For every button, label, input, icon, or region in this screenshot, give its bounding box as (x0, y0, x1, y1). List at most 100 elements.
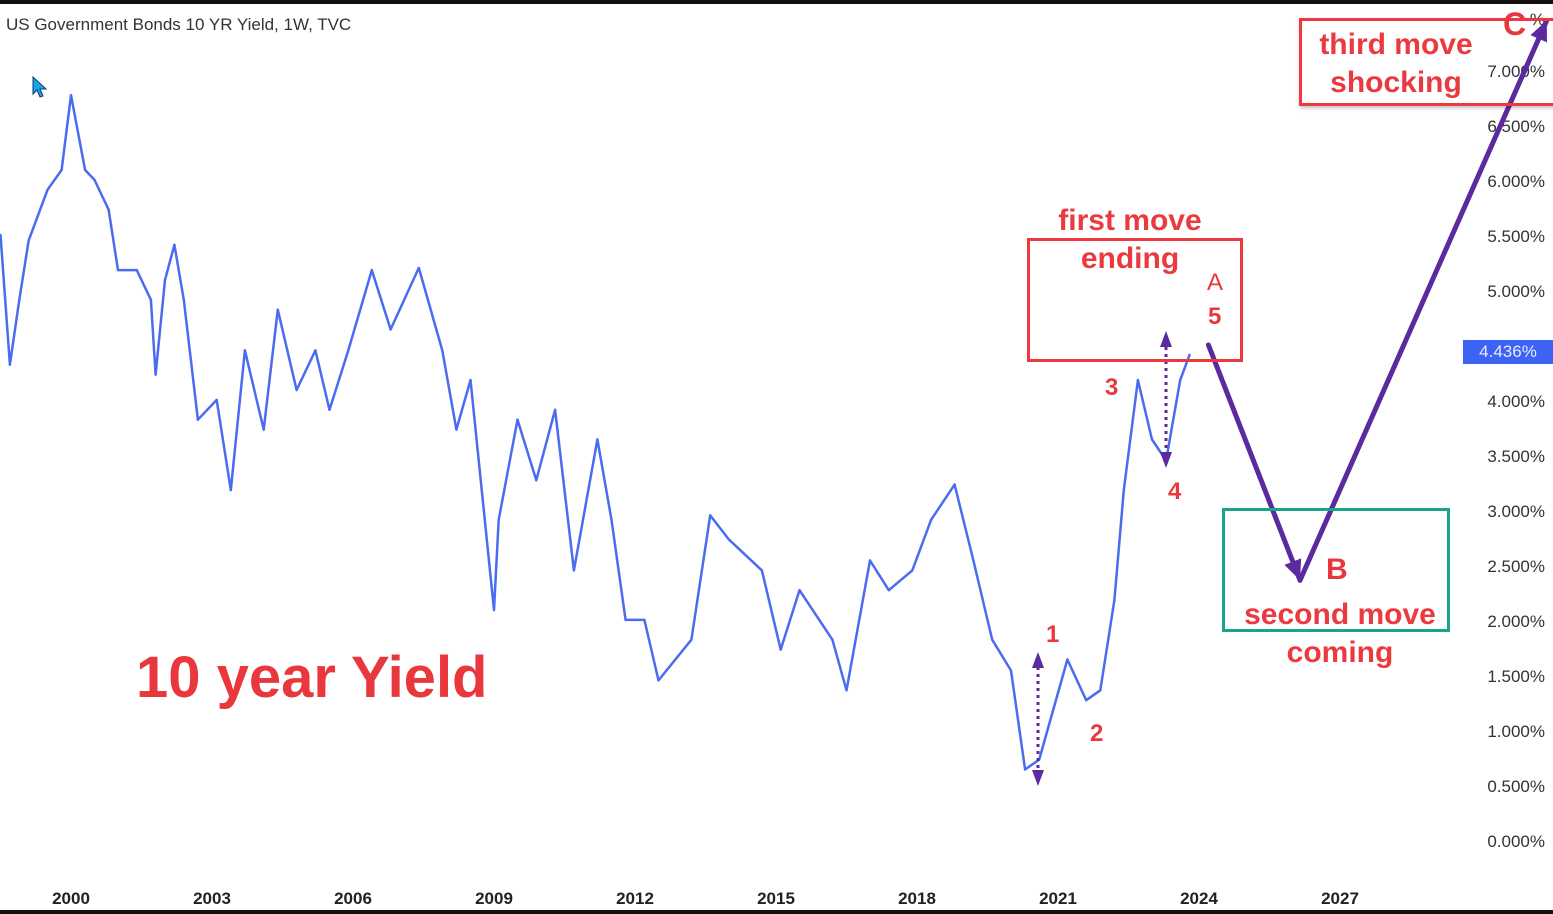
arrowhead-icon (1284, 558, 1302, 581)
data-point (60, 168, 63, 172)
projection-arrow-segment (1297, 17, 1550, 583)
first-move-text: first move (1058, 204, 1202, 237)
y-tick-label: 0.000% (1487, 832, 1545, 851)
x-tick-label: 2000 (52, 889, 90, 908)
data-point (196, 418, 200, 421)
data-point (243, 349, 247, 352)
x-tick-label: 2003 (193, 889, 231, 908)
data-point (370, 268, 373, 272)
data-point (760, 569, 764, 572)
data-point (553, 408, 557, 411)
y-tick-label: 3.000% (1487, 502, 1545, 521)
data-point (215, 398, 218, 402)
data-point (69, 94, 73, 97)
data-point (1122, 488, 1126, 492)
data-point (116, 268, 120, 272)
data-point (727, 538, 731, 541)
data-point (1113, 598, 1116, 602)
third-move-text: third move (1319, 28, 1473, 61)
data-point (1136, 378, 1140, 382)
y-tick-label: 4.000% (1487, 392, 1545, 411)
data-point (182, 298, 185, 301)
data-point (154, 373, 157, 376)
wave-label-3: 3 (1105, 374, 1119, 401)
arrowhead-icon (1530, 20, 1547, 43)
last-price-tag: 4.436% (1463, 340, 1553, 364)
y-tick-label: 5.000% (1487, 282, 1545, 301)
data-point (845, 689, 848, 692)
y-tick-label: 5.500% (1487, 227, 1545, 246)
second-move-text-2: coming (1286, 636, 1394, 669)
data-point (27, 239, 30, 242)
data-point (455, 428, 458, 431)
chart-title: US Government Bonds 10 YR Yield, 1W, TVC (6, 15, 352, 34)
data-point (469, 378, 472, 382)
data-point (972, 559, 975, 562)
data-point (1188, 353, 1191, 356)
data-point (497, 518, 500, 521)
data-point (1023, 768, 1027, 771)
wave-label-2: 2 (1090, 720, 1104, 747)
data-point (149, 298, 153, 301)
data-point (596, 438, 599, 441)
wave-label-1: 1 (1046, 621, 1060, 648)
data-point (1150, 438, 1154, 441)
data-point (657, 679, 660, 682)
y-tick-label: 7.000% (1487, 62, 1545, 81)
data-point (0, 233, 2, 237)
data-point (1099, 689, 1102, 692)
data-point (535, 479, 538, 482)
top-border (0, 0, 1553, 4)
data-point (911, 569, 914, 572)
third-move-text-2: shocking (1330, 66, 1462, 99)
x-tick-label: 2018 (898, 889, 936, 908)
data-point (107, 208, 110, 211)
big-label: 10 year Yield (136, 645, 488, 710)
data-point (83, 168, 87, 172)
wave-label-5: 5 (1208, 303, 1222, 330)
data-point (163, 278, 167, 282)
yield-line (0, 93, 1191, 771)
data-point (441, 349, 444, 352)
x-axis: 2000 2003 2006 2009 2012 2015 2018 2021 2024 2027 (52, 889, 1359, 908)
x-tick-label: 2027 (1321, 889, 1359, 908)
data-point (389, 328, 392, 331)
data-point (229, 488, 232, 492)
annotation-layer (1032, 331, 1172, 786)
data-point (8, 363, 12, 366)
wave-label-a: A (1207, 269, 1224, 296)
wave-label-c: C (1503, 6, 1527, 42)
data-point (610, 518, 613, 521)
data-point (798, 589, 801, 592)
arrowhead-up-icon (1032, 652, 1044, 668)
data-point (1009, 669, 1013, 672)
data-point (93, 178, 96, 182)
x-tick-label: 2015 (757, 889, 795, 908)
data-point (929, 518, 933, 521)
data-point (953, 483, 956, 486)
y-axis: 0.000% 0.500% 1.000% 1.500% 2.000% 2.500% 3.00… (1487, 10, 1545, 851)
data-point (779, 648, 782, 651)
wave-label-b: B (1326, 553, 1348, 586)
arrowhead-down-icon (1160, 452, 1172, 468)
data-point (276, 308, 279, 311)
y-tick-label: 3.500% (1487, 447, 1545, 466)
data-point (347, 349, 350, 352)
data-point (831, 638, 834, 641)
y-tick-label: 1.000% (1487, 722, 1545, 741)
x-tick-label: 2021 (1039, 889, 1077, 908)
y-tick-label: 1.500% (1487, 667, 1545, 686)
data-point (328, 408, 331, 411)
data-point (18, 298, 21, 301)
data-point (572, 569, 576, 572)
data-point (624, 618, 627, 622)
data-point (643, 618, 646, 622)
first-move-text-2: ending (1080, 242, 1180, 275)
data-point (314, 349, 317, 352)
first-move-box (1027, 238, 1243, 362)
data-point (709, 514, 712, 517)
x-tick-label: 2006 (334, 889, 372, 908)
y-tick-label: 2.000% (1487, 612, 1545, 631)
data-point (868, 559, 872, 562)
